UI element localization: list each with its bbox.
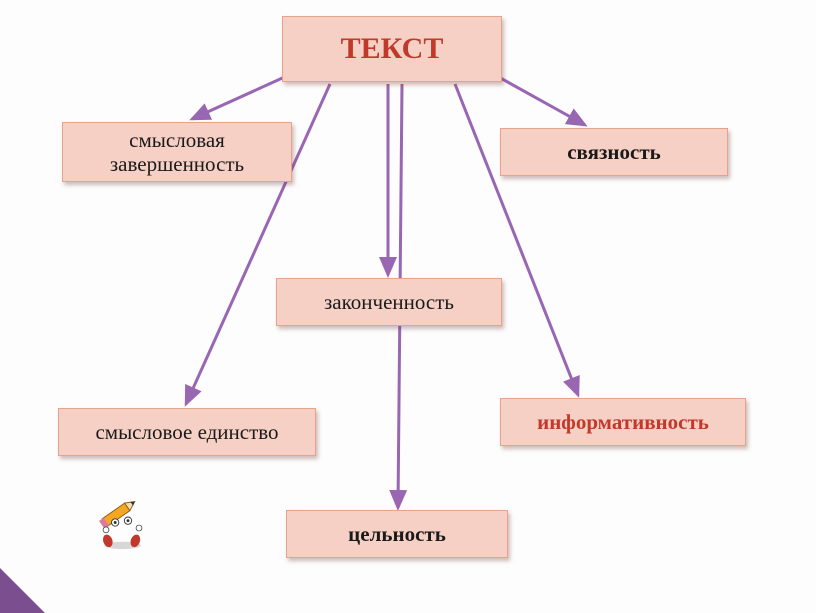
node-informativnost: информативность bbox=[500, 398, 746, 446]
pencil-icon bbox=[95, 495, 150, 550]
corner-accent bbox=[0, 568, 45, 613]
root-label: ТЕКСТ bbox=[341, 32, 444, 67]
node-label: связность bbox=[567, 140, 661, 164]
node-svyaznost: связность bbox=[500, 128, 728, 176]
root-node: ТЕКСТ bbox=[282, 16, 502, 82]
diagram-stage: ТЕКСТ смысловая завершенность связность … bbox=[0, 0, 816, 613]
node-label: законченность bbox=[324, 290, 454, 314]
node-smyslovaya-zavershennost: смысловая завершенность bbox=[62, 122, 292, 182]
node-label: смысловое единство bbox=[95, 420, 278, 444]
node-smyslovoe-edinstvo: смысловое единство bbox=[58, 408, 316, 456]
node-label: информативность bbox=[537, 410, 709, 434]
node-tselnost: цельность bbox=[286, 510, 508, 558]
node-label: цельность bbox=[348, 522, 446, 546]
node-zakonchennost: законченность bbox=[276, 278, 502, 326]
node-label: смысловая завершенность bbox=[69, 128, 285, 176]
